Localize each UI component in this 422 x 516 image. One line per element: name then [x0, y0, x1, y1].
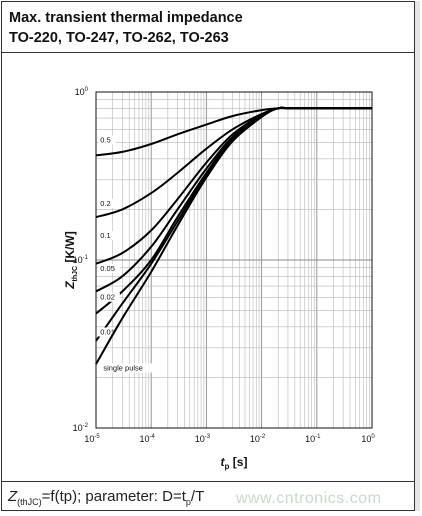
plot-area-border [95, 91, 373, 429]
x-tick-label: 10-4 [140, 434, 156, 444]
curve-0-2 [95, 106, 372, 219]
x-axis-label-main: t [221, 455, 226, 469]
footer-caption: Z(thJC)=f(tp); parameter: D=tp/T [8, 488, 204, 507]
curve-label-bg [98, 292, 120, 302]
watermark: www.cntronics.com [236, 490, 382, 507]
x-tick-label: 10-3 [195, 434, 211, 444]
curve-0-1 [95, 106, 372, 265]
curve-label-bg [98, 327, 120, 337]
curves: 0.5 0.2 0.1 0.05 0.02 0.01 single pulse [95, 106, 372, 373]
y-tick-label: 100 [75, 87, 89, 97]
curve-label: single pulse [103, 363, 143, 372]
y-tick-label: 10-2 [73, 423, 89, 433]
curve-label: 0.01 [100, 328, 115, 337]
footer-tp-subscript: p [185, 497, 191, 507]
x-axis-label-sub: p [225, 462, 230, 471]
curve-label-bg [101, 363, 159, 373]
right-shadow [415, 1, 420, 511]
y-tick-label: 10-1 [73, 255, 89, 265]
grid-lines [95, 92, 372, 429]
x-axis-label-unit: [s] [229, 455, 247, 469]
curve-0-5 [95, 107, 372, 157]
footer-z-subscript: (thJC) [17, 497, 42, 507]
curve-single-pulse [95, 106, 372, 365]
tick-labels: 10-5 10-4 10-3 10-2 10-1 100 100 10-1 10-2 [73, 87, 376, 444]
x-axis-label: tp [s] [221, 455, 248, 471]
curve-label: 0.2 [100, 199, 110, 208]
curve-label: 0.1 [100, 231, 110, 240]
chart-title: Max. transient thermal impedance [9, 10, 243, 26]
curve-0-05 [95, 106, 372, 293]
x-tick-label: 10-2 [250, 434, 266, 444]
curve-label: 0.5 [100, 136, 110, 145]
footer-formula: =f(tp); parameter: D=t [41, 488, 186, 505]
curve-label-bg [98, 264, 120, 274]
footer-formula-end: /T [190, 488, 205, 505]
curve-label: 0.02 [100, 293, 115, 302]
curve-label-bg [98, 135, 116, 145]
curve-label-bg [98, 198, 116, 208]
curve-label: 0.05 [100, 264, 115, 273]
curve-label-bg [98, 231, 116, 241]
chart-subtitle: TO-220, TO-247, TO-262, TO-263 [9, 30, 229, 46]
footer-z-symbol: Z [8, 488, 18, 505]
title-box: Max. transient thermal impedance TO-220,… [1, 1, 415, 53]
x-tick-label: 10-5 [84, 434, 100, 444]
y-axis-label-main: Z [63, 281, 77, 290]
x-tick-label: 10-1 [305, 434, 321, 444]
y-axis-label: ZthJC [K/W] [63, 231, 79, 290]
y-axis-label-sub: thJC [72, 266, 79, 282]
x-tick-label: 100 [361, 434, 375, 444]
y-axis-label-unit: [K/W] [63, 231, 77, 266]
footer-box: Z(thJC)=f(tp); parameter: D=tp/T [1, 481, 415, 511]
